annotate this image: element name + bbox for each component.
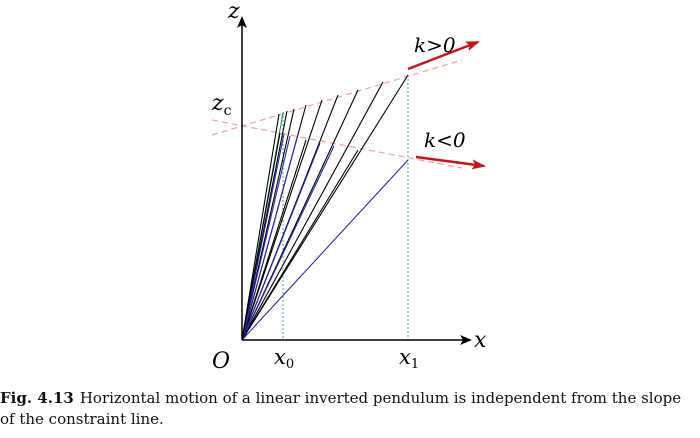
k-negative-arrow (415, 155, 486, 170)
origin-label: O (212, 349, 230, 374)
x1-label: x1 (399, 345, 419, 372)
pendulum-line (241, 132, 281, 341)
pendulum-line (241, 133, 285, 341)
pendulum-diagram: z x O zc x0 x1 k>0 k<0 (211, 0, 487, 374)
pendulum-line (241, 137, 298, 341)
pendulum-line (241, 81, 384, 341)
constraint-line-k-negative (211, 119, 463, 169)
zc-label: zc (211, 91, 232, 119)
pendulum-line (241, 74, 409, 341)
caption-text: Horizontal motion of a linear inverted p… (0, 389, 682, 428)
caption-label: Fig. 4.13 (0, 389, 74, 407)
pendulum-lines (241, 74, 409, 341)
x-axis-label: x (474, 328, 487, 353)
pendulum-line (241, 159, 409, 341)
k-positive-label: k>0 (414, 33, 456, 57)
z-axis-label: z (227, 0, 240, 24)
pendulum-line (241, 142, 321, 341)
pendulum-line (241, 145, 335, 341)
k-negative-label: k<0 (424, 128, 466, 152)
figure-caption: Fig. 4.13 Horizontal motion of a linear i… (0, 388, 700, 430)
pendulum-line (241, 139, 307, 341)
k-positive-arrow (407, 40, 480, 71)
pendulum-line (241, 113, 280, 341)
x0-label: x0 (274, 345, 294, 372)
pendulum-line (241, 135, 291, 341)
pendulum-line (241, 149, 359, 341)
